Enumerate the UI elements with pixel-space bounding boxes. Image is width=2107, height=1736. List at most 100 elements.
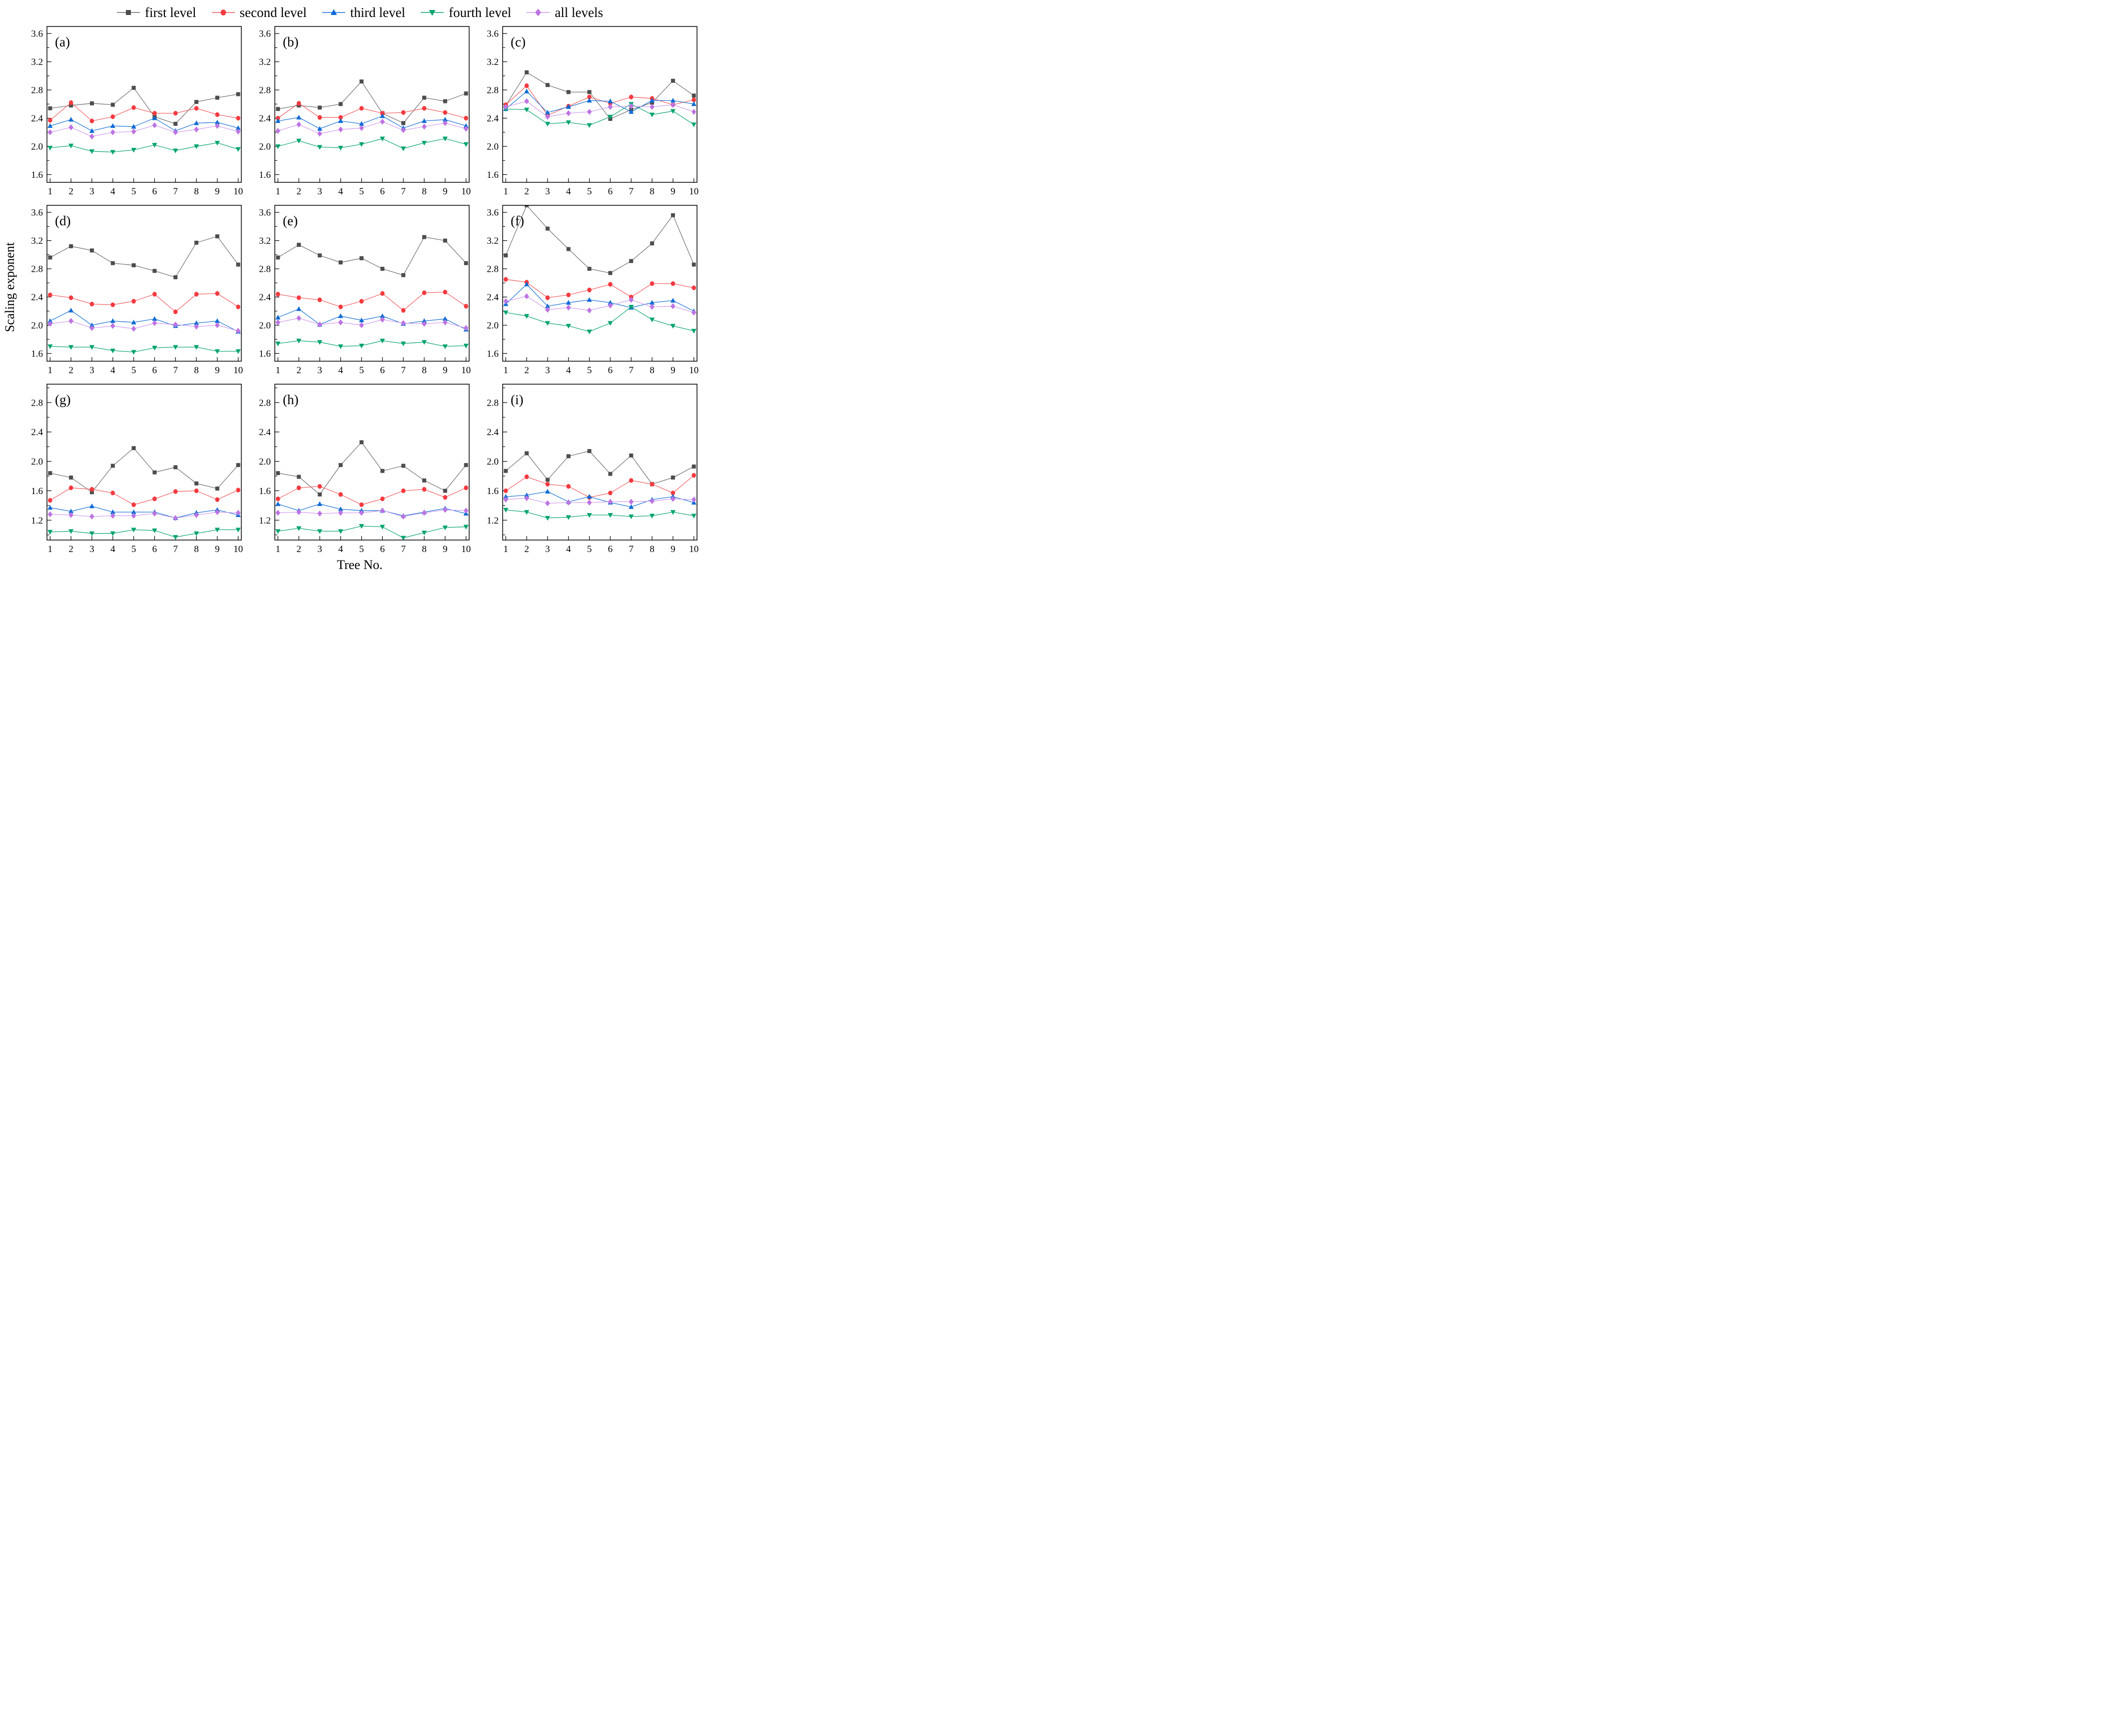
y-tick-label: 3.2 <box>259 57 271 67</box>
series-fourth-level <box>275 524 469 540</box>
series-fourth-level <box>503 305 697 335</box>
x-tick-label: 5 <box>131 365 136 376</box>
y-tick-label: 2.0 <box>31 321 43 331</box>
x-tick-label: 2 <box>68 186 73 197</box>
y-tick-label: 3.2 <box>31 57 43 67</box>
x-tick-label: 3 <box>317 186 322 197</box>
y-tick-label: 2.0 <box>487 457 499 467</box>
axes: 1.2 1.6 2.0 2.4 2.8 1 2 3 4 5 6 7 8 9 10 <box>31 387 243 555</box>
x-tick-label: 4 <box>566 186 571 197</box>
x-tick-label: 1 <box>504 365 509 376</box>
x-tick-label: 1 <box>504 186 509 197</box>
y-tick-label: 1.6 <box>487 349 499 359</box>
x-tick-label: 2 <box>68 365 73 376</box>
x-tick-label: 4 <box>566 365 571 376</box>
y-tick-label: 1.6 <box>259 349 271 359</box>
series-second-level <box>275 484 469 508</box>
x-tick-label: 5 <box>587 186 592 197</box>
y-tick-label: 2.0 <box>259 142 271 152</box>
y-tick-label: 1.6 <box>31 349 43 359</box>
y-tick-label: 2.0 <box>31 142 43 152</box>
plot-frame <box>502 26 698 183</box>
series-second-level <box>275 289 469 313</box>
x-tick-label: 10 <box>689 544 699 555</box>
series-all-levels <box>503 293 697 316</box>
x-tick-label: 9 <box>215 365 220 376</box>
y-tick-label: 2.8 <box>259 398 271 408</box>
x-tick-label: 8 <box>650 365 655 376</box>
y-tick-label: 2.8 <box>31 398 43 408</box>
y-tick-label: 2.0 <box>487 321 499 331</box>
x-tick-label: 5 <box>359 186 364 197</box>
y-tick-label: 2.4 <box>259 113 271 124</box>
series-second-level <box>47 291 241 314</box>
panel-label: (a) <box>55 34 70 49</box>
y-tick-label: 3.6 <box>31 29 43 39</box>
chart-figure: Scaling exponent first level second level… <box>0 0 701 577</box>
legend-item-third-level: third level <box>322 5 405 20</box>
y-tick-label: 2.0 <box>259 457 271 467</box>
x-tick-label: 7 <box>629 365 634 376</box>
x-tick-label: 3 <box>89 365 94 376</box>
panel-c: 1.6 2.0 2.4 2.8 3.2 3.6 1 2 3 4 5 6 7 8 9 10 (c) <box>487 26 699 197</box>
panel-label: (c) <box>511 34 526 49</box>
panel-b: 1.6 2.0 2.4 2.8 3.2 3.6 1 2 3 4 5 6 7 8 9 10 (b) <box>259 26 471 197</box>
x-tick-label: 7 <box>629 186 634 197</box>
y-tick-label: 1.2 <box>31 516 43 526</box>
panel-i: 1.2 1.6 2.0 2.4 2.8 1 2 3 4 5 6 7 8 9 10 (i) <box>487 384 699 555</box>
series-third-level <box>275 306 469 332</box>
x-tick-label: 1 <box>504 544 509 555</box>
series-all-levels <box>503 495 697 507</box>
legend-item-all-levels: all levels <box>526 5 603 20</box>
x-tick-label: 8 <box>422 365 427 376</box>
legend-item-label: third level <box>350 4 406 20</box>
axes: 1.6 2.0 2.4 2.8 3.2 3.6 1 2 3 4 5 6 7 8 9 10 <box>31 208 243 376</box>
legend-item-first-level: first level <box>116 5 196 20</box>
x-tick-label: 1 <box>276 365 281 376</box>
series-all-levels <box>503 98 697 120</box>
series-first-level <box>276 79 468 125</box>
x-tick-label: 8 <box>422 186 427 197</box>
x-tick-label: 8 <box>650 544 655 555</box>
panel-label: (i) <box>511 392 523 407</box>
axes: 1.6 2.0 2.4 2.8 3.2 3.6 1 2 3 4 5 6 7 8 9 10 <box>259 208 471 376</box>
legend-item-second-level: second level <box>211 5 307 20</box>
x-tick-label: 9 <box>215 544 220 555</box>
series-first-level <box>48 85 240 126</box>
x-tick-label: 8 <box>194 186 199 197</box>
series-third-level <box>275 501 469 518</box>
x-tick-label: 4 <box>566 544 571 555</box>
x-tick-label: 3 <box>545 186 550 197</box>
y-tick-label: 2.8 <box>259 264 271 275</box>
y-tick-label: 2.4 <box>31 427 43 438</box>
x-tick-label: 1 <box>48 365 53 376</box>
y-tick-label: 3.2 <box>259 236 271 246</box>
series-third-level <box>47 115 241 133</box>
x-tick-label: 3 <box>317 365 322 376</box>
x-tick-label: 10 <box>689 365 699 376</box>
panel-g: 1.2 1.6 2.0 2.4 2.8 1 2 3 4 5 6 7 8 9 10 (g) <box>31 384 243 555</box>
y-tick-label: 2.8 <box>31 85 43 96</box>
panels-grid: 1.6 2.0 2.4 2.8 3.2 3.6 1 2 3 4 5 6 7 8 9 10 (a) 1.6 2.0 2.… <box>19 23 701 557</box>
x-tick-label: 7 <box>173 186 178 197</box>
x-tick-label: 9 <box>215 186 220 197</box>
x-tick-label: 6 <box>152 365 157 376</box>
x-tick-label: 7 <box>629 544 634 555</box>
y-tick-label: 3.6 <box>487 29 499 39</box>
x-tick-label: 7 <box>401 544 406 555</box>
x-tick-label: 6 <box>608 186 613 197</box>
plot-frame <box>46 205 242 362</box>
panel-e: 1.6 2.0 2.4 2.8 3.2 3.6 1 2 3 4 5 6 7 8 9 10 (e) <box>259 205 471 376</box>
x-tick-label: 10 <box>461 544 471 555</box>
x-axis-title: Tree No. <box>337 558 383 572</box>
series-third-level <box>275 113 469 131</box>
axes: 1.2 1.6 2.0 2.4 2.8 1 2 3 4 5 6 7 8 9 10 <box>259 387 471 555</box>
y-tick-label: 1.6 <box>31 486 43 497</box>
y-tick-label: 2.8 <box>487 398 499 408</box>
x-tick-label: 10 <box>461 186 471 197</box>
x-tick-label: 6 <box>152 186 157 197</box>
y-tick-label: 2.4 <box>487 427 499 438</box>
series-first-level <box>48 234 240 279</box>
plot-frame <box>274 384 470 541</box>
y-tick-label: 3.6 <box>259 208 271 218</box>
